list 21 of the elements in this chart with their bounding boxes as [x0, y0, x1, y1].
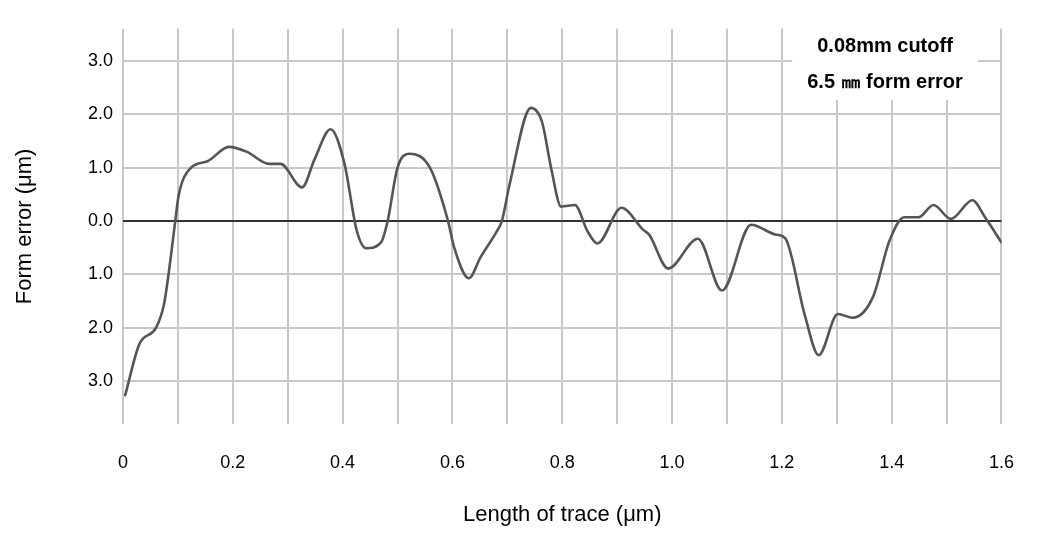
annotation: 0.08mm cutoff — [817, 33, 954, 56]
x-tick-label: 1.0 — [659, 451, 685, 472]
y-tick-label: 1.0 — [87, 263, 113, 284]
x-tick-label: 1.4 — [879, 451, 905, 472]
x-tick-label: 0.6 — [439, 451, 465, 472]
x-tick-label: 1.6 — [988, 451, 1014, 472]
x-tick-label: 1.2 — [769, 451, 795, 472]
y-tick-label: 1.0 — [87, 156, 113, 177]
x-tick-label: 0 — [117, 451, 129, 472]
x-tick-label: 0.2 — [220, 451, 246, 472]
line-series — [123, 106, 1002, 397]
x-axis-title: Length of trace (μm) — [462, 500, 662, 526]
y-tick-label: 3.0 — [87, 49, 113, 70]
y-tick-label: 2.0 — [87, 316, 113, 337]
y-tick-label: 2.0 — [87, 103, 113, 124]
y-tick-label: 0.0 — [87, 210, 113, 231]
x-tick-label: 0.8 — [549, 451, 575, 472]
y-tick-label: 3.0 — [87, 370, 113, 391]
annotation: 6.5 ㎜ form error — [807, 69, 964, 92]
x-tick-label: 0.4 — [330, 451, 356, 472]
y-axis-title: Form error (μm) — [11, 148, 37, 305]
